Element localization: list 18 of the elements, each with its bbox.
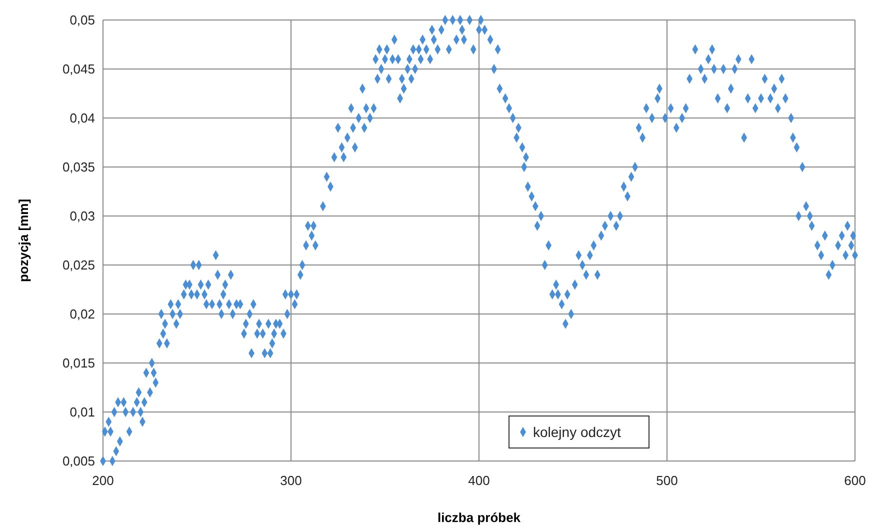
y-tick-label: 0,035 bbox=[62, 160, 95, 175]
x-tick-label: 300 bbox=[280, 473, 302, 488]
x-tick-label: 200 bbox=[92, 473, 114, 488]
x-tick-label: 600 bbox=[844, 473, 866, 488]
y-tick-label: 0,05 bbox=[70, 12, 95, 28]
y-tick-label: 0,015 bbox=[62, 356, 95, 371]
y-tick-label: 0,025 bbox=[62, 258, 95, 273]
y-tick-label: 0,02 bbox=[70, 306, 95, 322]
y-tick-label: 0,01 bbox=[70, 404, 95, 420]
x-tick-label: 500 bbox=[656, 473, 678, 488]
y-tick-label: 0,005 bbox=[62, 454, 95, 469]
y-tick-label: 0,03 bbox=[70, 208, 95, 224]
y-tick-label: 0,04 bbox=[70, 110, 95, 126]
y-tick-label: 0,045 bbox=[62, 62, 95, 77]
legend-label: kolejny odczyt bbox=[533, 424, 622, 440]
x-axis-title: liczba próbek bbox=[437, 510, 522, 525]
x-tick-label: 400 bbox=[468, 473, 490, 488]
y-axis-title: pozycja [mm] bbox=[16, 198, 31, 282]
